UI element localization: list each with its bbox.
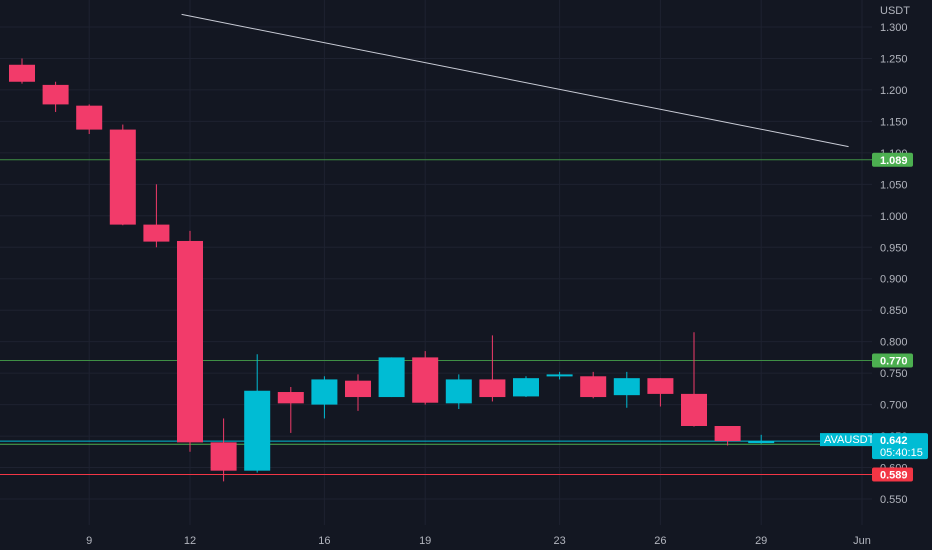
candle-body	[412, 357, 439, 403]
candle-body	[681, 393, 707, 426]
last-price-bg	[872, 433, 928, 460]
candle-body	[714, 425, 741, 442]
price-level-badge-label: 0.589	[880, 469, 908, 481]
candle	[210, 418, 237, 482]
y-tick-label: 1.150	[880, 116, 908, 128]
x-tick-label: 26	[654, 535, 666, 547]
candle-body	[345, 380, 371, 398]
candle-body	[748, 441, 775, 444]
currency-label: USDT	[880, 5, 910, 17]
x-tick-label: 16	[318, 535, 330, 547]
y-tick-label: 1.000	[880, 211, 908, 223]
y-tick-label: 1.250	[880, 53, 908, 65]
candle	[143, 184, 170, 248]
candle	[177, 230, 203, 452]
x-tick-label: 19	[419, 535, 431, 547]
candle-body	[378, 357, 405, 398]
candles	[9, 58, 775, 482]
candle-body	[42, 84, 69, 105]
y-tick-label: 0.950	[880, 242, 908, 254]
y-tick-label: 0.700	[880, 400, 908, 412]
price-level-badge-bg	[872, 467, 913, 482]
y-tick-label: 1.050	[880, 179, 908, 191]
x-tick-label: 23	[553, 535, 565, 547]
x-tick-label: 9	[86, 535, 92, 547]
symbol-tag: AVAUSDT	[824, 434, 875, 446]
candle-body	[210, 442, 237, 471]
candle	[714, 425, 741, 446]
candle-body	[513, 378, 539, 397]
y-tick-label: 0.850	[880, 305, 908, 317]
price-level-badge-label: 1.089	[880, 155, 908, 167]
y-tick-label: 0.900	[880, 274, 908, 286]
price-level-badge: 0.770	[872, 353, 913, 368]
candle	[345, 374, 371, 411]
candle	[479, 335, 506, 402]
candle	[76, 104, 103, 134]
candle-body	[244, 390, 271, 471]
candle	[311, 376, 338, 419]
candle-body	[546, 374, 573, 377]
candle-body	[76, 105, 103, 130]
candle	[513, 376, 539, 398]
candle-body	[277, 392, 304, 404]
price-level-badge-label: 0.770	[880, 356, 908, 368]
candle	[9, 58, 35, 84]
x-tick-label: 29	[755, 535, 767, 547]
candle	[580, 371, 607, 399]
candle	[748, 434, 775, 444]
grid	[0, 0, 872, 525]
candle-body	[445, 379, 472, 404]
candle-body	[311, 379, 338, 405]
x-axis: 9 12 16 19 23 26 29 Jun	[86, 535, 871, 547]
candle	[681, 332, 707, 427]
price-level-badge-bg	[872, 353, 913, 368]
candle-body	[143, 224, 170, 242]
candle	[109, 124, 136, 226]
symbol-tag-bg	[820, 433, 872, 447]
x-tick-label: Jun	[853, 535, 871, 547]
y-tick-label: 1.200	[880, 85, 908, 97]
candle	[445, 374, 472, 410]
candle	[546, 371, 573, 380]
candle	[412, 351, 439, 405]
x-tick-label: 12	[184, 535, 196, 547]
trend-line	[181, 13, 849, 148]
price-level-badge: 1.089	[872, 152, 913, 167]
candle-countdown: 05:40:15	[880, 447, 923, 459]
price-level-badge: 0.589	[872, 467, 913, 482]
candle	[277, 386, 304, 433]
y-tick-label: 0.550	[880, 494, 908, 506]
price-level-badge-bg	[872, 152, 913, 167]
candle-body	[177, 240, 203, 443]
candle	[647, 378, 674, 407]
candle-body	[109, 129, 136, 225]
candle	[42, 81, 69, 112]
candle-body	[479, 379, 506, 398]
last-price-value: 0.642	[880, 435, 908, 447]
y-tick-label: 1.300	[880, 22, 908, 34]
candle	[613, 371, 640, 408]
candle-body	[9, 64, 35, 82]
candle-body	[580, 376, 607, 398]
y-tick-label: 0.800	[880, 337, 908, 349]
candle	[244, 354, 271, 473]
candle	[378, 357, 405, 398]
y-tick-label: 0.750	[880, 368, 908, 380]
candle-body	[647, 378, 674, 394]
candle-body	[613, 378, 640, 396]
